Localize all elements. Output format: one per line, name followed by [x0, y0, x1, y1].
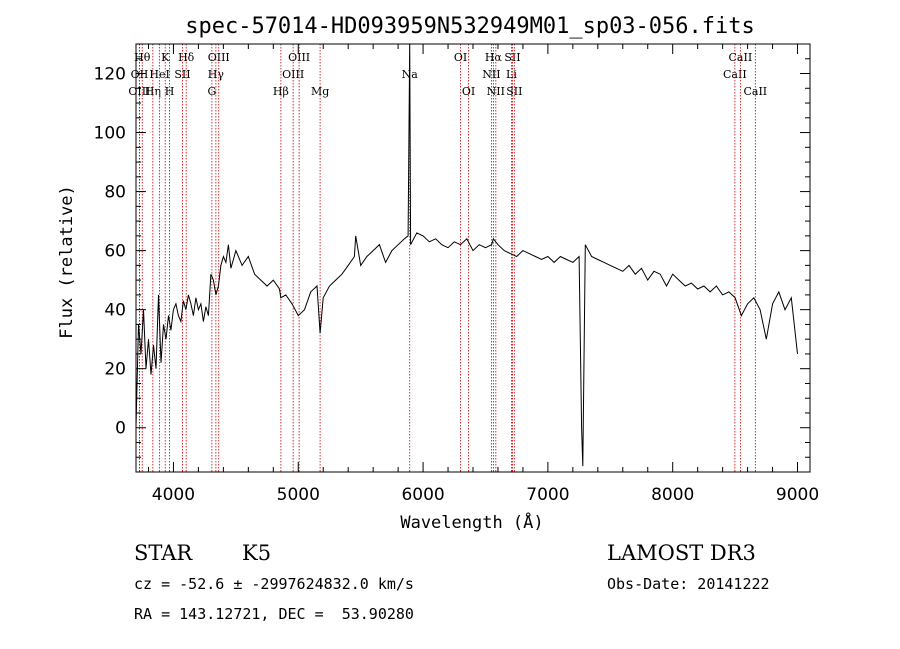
y-tick-label: 120: [94, 65, 126, 85]
line-marker-label: OIII: [288, 51, 310, 64]
line-marker-label: CaII: [743, 85, 767, 98]
line-marker-label: OI: [462, 85, 475, 98]
survey-name: LAMOST DR3: [607, 541, 756, 565]
line-marker-label: Hβ: [273, 85, 289, 98]
line-marker-label: NII: [487, 85, 505, 98]
plot-frame: [135, 43, 811, 473]
line-marker-label: HeI: [149, 68, 169, 81]
line-marker-label: SII: [174, 68, 190, 81]
line-marker-label: OI: [454, 51, 467, 64]
spectral-subclass: K5: [242, 541, 271, 565]
y-tick-label: 100: [94, 124, 126, 144]
spectrum-line: [135, 43, 798, 467]
y-axis-label: Flux (relative): [57, 185, 77, 339]
line-marker-label: Hδ: [178, 51, 195, 64]
line-marker-label: NII: [482, 68, 500, 81]
line-marker-label: Mg: [311, 85, 329, 98]
line-marker-label: H: [165, 85, 175, 98]
x-tick-label: 4000: [152, 485, 195, 505]
line-marker-label: OIII: [208, 51, 230, 64]
object-class: STAR: [134, 541, 193, 565]
y-tick-label: 80: [104, 183, 126, 203]
line-marker-label: Li: [506, 68, 517, 81]
chart-title: spec-57014-HD093959N532949M01_sp03-056.f…: [185, 14, 755, 39]
line-marker-label: SII: [506, 85, 522, 98]
y-tick-label: 40: [104, 301, 126, 321]
x-tick-label: 9000: [776, 485, 819, 505]
x-tick-label: 8000: [651, 485, 694, 505]
y-tick-label: 20: [104, 360, 126, 380]
line-marker-label: Hη: [145, 85, 161, 98]
x-tick-label: 7000: [526, 485, 569, 505]
coordinates-text: RA = 143.12721, DEC = 53.90280: [134, 605, 414, 623]
line-marker-label: Hθ: [134, 51, 151, 64]
line-marker-label: Hα: [485, 51, 503, 64]
line-marker-label: G: [207, 85, 216, 98]
obs-date: Obs-Date: 20141222: [607, 575, 770, 593]
line-markers: HθOIIOIIIHηHeIKHSIIHδGHγOIIIHβOIIIOIIIMg…: [128, 44, 767, 472]
y-tick-label: 0: [115, 419, 126, 439]
line-marker-label: CaII: [729, 51, 753, 64]
x-tick-label: 6000: [401, 485, 444, 505]
y-axis-ticks: 0 20 40 60 80 100 120: [94, 43, 810, 458]
line-marker-label: CaII: [723, 68, 747, 81]
line-marker-label: OIII: [128, 85, 150, 98]
x-tick-label: 5000: [277, 485, 320, 505]
line-marker-label: Hγ: [208, 68, 225, 81]
line-marker-label: K: [161, 51, 170, 64]
line-marker-label: SII: [504, 51, 520, 64]
redshift-text: cz = -52.6 ± -2997624832.0 km/s: [134, 575, 414, 593]
x-axis-ticks: 4000 5000 6000 7000 8000 9000: [147, 44, 819, 505]
x-axis-label: Wavelength (Å): [400, 511, 543, 533]
line-marker-label: OIII: [282, 68, 304, 81]
y-tick-label: 60: [104, 242, 126, 262]
